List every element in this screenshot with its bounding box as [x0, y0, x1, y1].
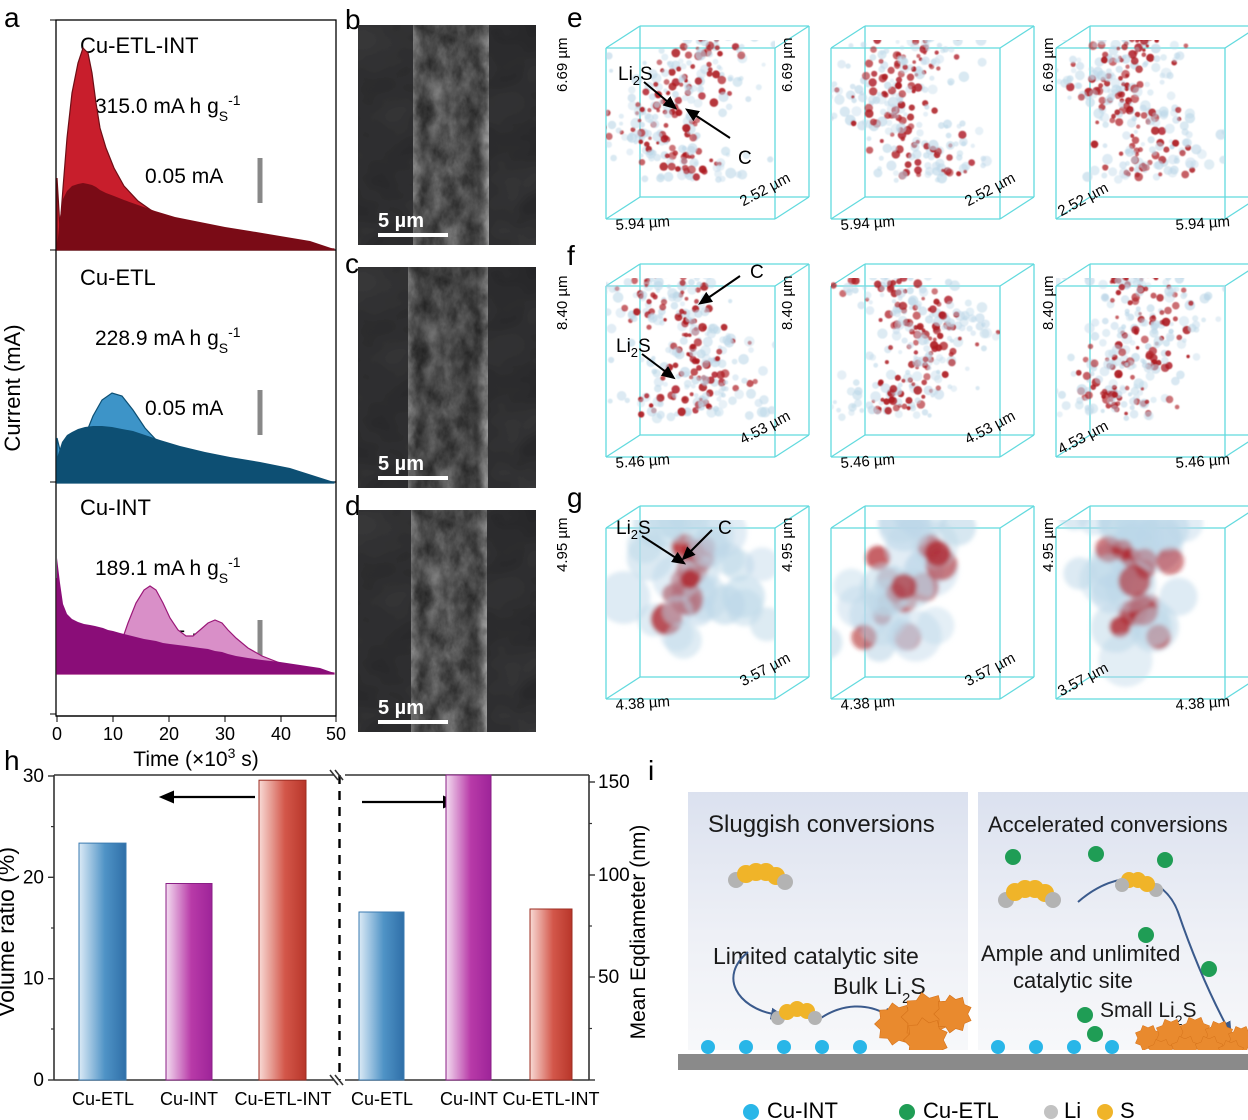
- svg-text:0: 0: [52, 724, 62, 744]
- svg-text:Cu-INT: Cu-INT: [160, 1089, 218, 1109]
- svg-text:Li: Li: [1064, 1098, 1081, 1120]
- svg-text:Cu-ETL: Cu-ETL: [923, 1098, 999, 1120]
- svg-text:40: 40: [271, 724, 291, 744]
- svg-text:0.05 mA: 0.05 mA: [145, 397, 223, 420]
- svg-text:189.1 mA h gS-1: 189.1 mA h gS-1: [95, 554, 241, 586]
- svg-text:Current (mA): Current (mA): [0, 324, 25, 451]
- svg-text:Cu-ETL: Cu-ETL: [72, 1089, 134, 1109]
- svg-text:50: 50: [326, 724, 346, 744]
- svg-text:20: 20: [23, 867, 44, 888]
- svg-text:30: 30: [23, 766, 44, 787]
- svg-text:30: 30: [215, 724, 235, 744]
- svg-text:0.05 mA: 0.05 mA: [145, 165, 223, 188]
- svg-text:0: 0: [33, 1070, 44, 1091]
- svg-text:Volume ratio (%): Volume ratio (%): [0, 847, 19, 1017]
- svg-text:Cu-INT: Cu-INT: [80, 495, 151, 520]
- svg-text:150: 150: [598, 772, 630, 793]
- svg-text:100: 100: [598, 865, 630, 886]
- svg-text:Cu-ETL-INT: Cu-ETL-INT: [80, 33, 199, 58]
- svg-text:catalytic site: catalytic site: [1013, 968, 1133, 993]
- svg-text:50: 50: [598, 967, 619, 988]
- svg-text:10: 10: [103, 724, 123, 744]
- svg-text:Cu-ETL: Cu-ETL: [351, 1089, 413, 1109]
- svg-text:S: S: [1120, 1098, 1135, 1120]
- svg-text:Time (×103 s): Time (×103 s): [133, 745, 258, 771]
- svg-text:Cu-INT: Cu-INT: [767, 1098, 838, 1120]
- svg-text:Cu-ETL: Cu-ETL: [80, 265, 156, 290]
- svg-text:Ample and unlimited: Ample and unlimited: [981, 941, 1180, 966]
- svg-text:Sluggish conversions: Sluggish conversions: [708, 811, 935, 838]
- svg-text:315.0 mA h gS-1: 315.0 mA h gS-1: [95, 92, 241, 124]
- svg-text:Cu-ETL-INT: Cu-ETL-INT: [234, 1089, 331, 1109]
- svg-text:Accelerated conversions: Accelerated conversions: [988, 812, 1228, 837]
- svg-text:10: 10: [23, 969, 44, 990]
- svg-text:Cu-INT: Cu-INT: [440, 1089, 498, 1109]
- svg-text:228.9 mA h gS-1: 228.9 mA h gS-1: [95, 324, 241, 356]
- svg-text:Mean Eqdiameter (nm): Mean Eqdiameter (nm): [627, 825, 650, 1040]
- svg-text:Cu-ETL-INT: Cu-ETL-INT: [502, 1089, 599, 1109]
- svg-text:20: 20: [159, 724, 179, 744]
